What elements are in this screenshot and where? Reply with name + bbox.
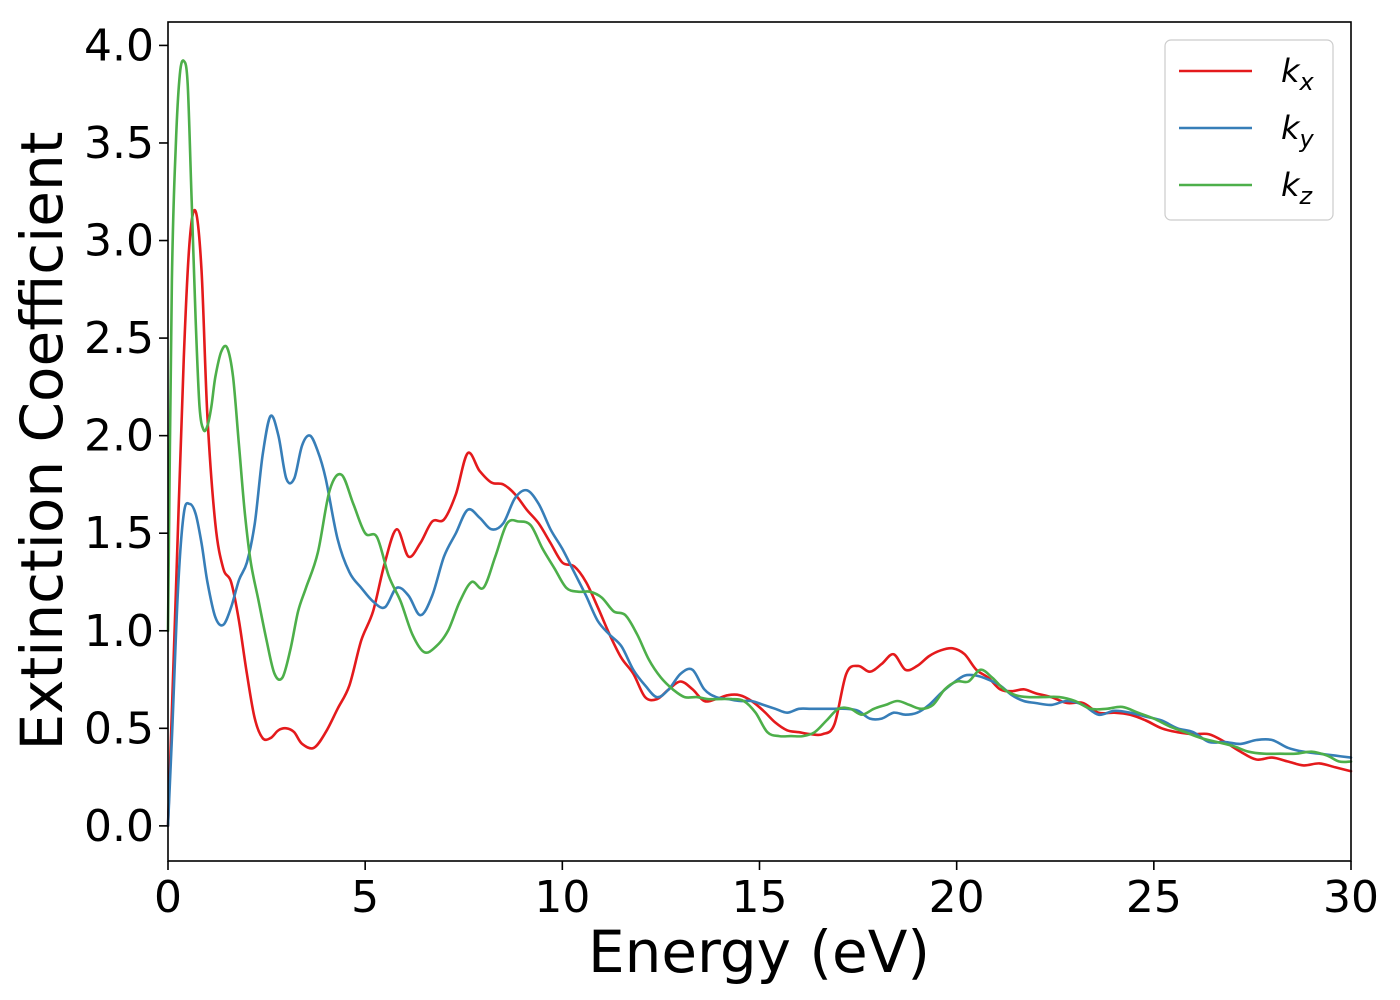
- y-tick-label: 2.5: [84, 313, 154, 364]
- legend: kx ky kz: [1164, 39, 1334, 221]
- x-axis-ticks: 0 5 10 15 20 25 30: [154, 861, 1379, 923]
- x-tick-label: 10: [534, 872, 590, 923]
- plot-lines: [166, 59, 1353, 828]
- x-tick-label: 5: [351, 872, 379, 923]
- y-tick-label: 0.0: [84, 801, 154, 852]
- legend-label-ky: ky: [1281, 109, 1315, 153]
- y-tick-label: 4.0: [84, 20, 154, 71]
- x-tick-label: 15: [732, 872, 788, 923]
- y-axis-title: Extinction Coefficient: [8, 132, 76, 751]
- legend-label-kx: kx: [1281, 52, 1315, 96]
- y-tick-label: 3.5: [84, 118, 154, 169]
- y-tick-label: 1.5: [84, 508, 154, 559]
- y-tick-label: 0.5: [84, 703, 154, 754]
- x-tick-label: 30: [1323, 872, 1379, 923]
- legend-label-kz: kz: [1281, 166, 1314, 210]
- x-tick-label: 0: [154, 872, 182, 923]
- series-line-kz: [166, 59, 1353, 764]
- y-tick-label: 3.0: [84, 216, 154, 267]
- x-axis-title: Energy (eV): [588, 918, 930, 986]
- legend-box: [1164, 39, 1334, 221]
- y-tick-label: 2.0: [84, 411, 154, 462]
- x-tick-label: 25: [1126, 872, 1182, 923]
- x-tick-label: 20: [929, 872, 985, 923]
- y-axis-ticks: 0.0 0.5 1.0 1.5 2.0 2.5 3.0 3.5 4.0: [84, 20, 168, 852]
- legend-items: kx ky kz: [1179, 52, 1315, 210]
- y-tick-label: 1.0: [84, 606, 154, 657]
